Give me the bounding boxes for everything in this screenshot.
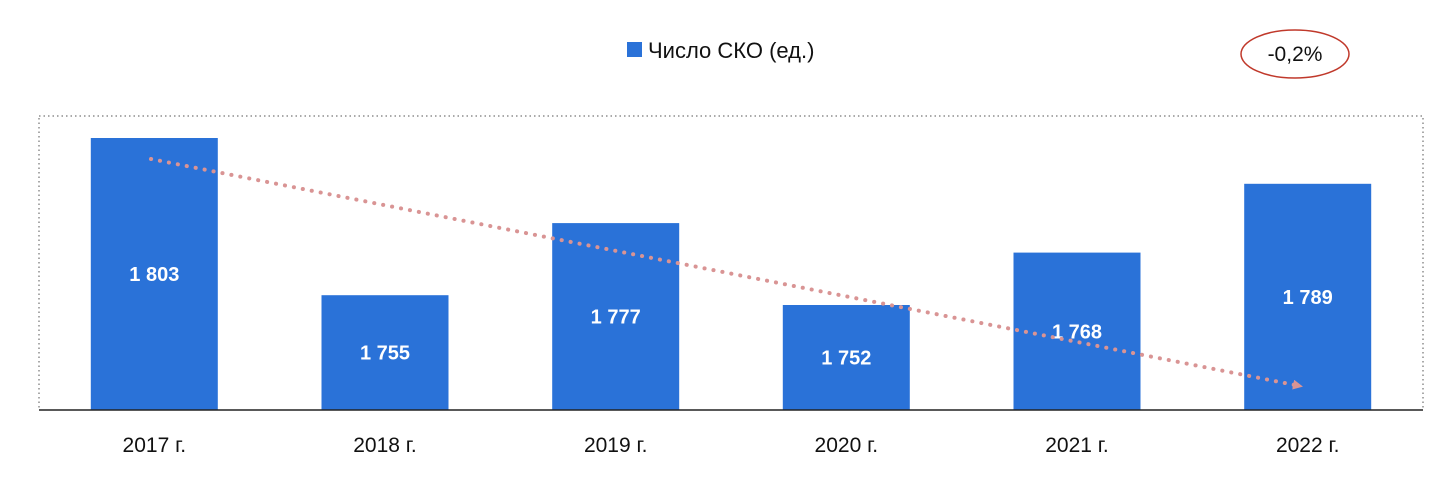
callout-text: -0,2%: [1268, 43, 1323, 66]
x-tick-label: 2017 г.: [123, 434, 186, 457]
data-label: 1 752: [821, 348, 871, 370]
data-label: 1 777: [591, 307, 641, 329]
x-tick-label: 2022 г.: [1276, 434, 1339, 457]
data-label: 1 755: [360, 343, 410, 365]
callout-ellipse: [1240, 29, 1350, 79]
plot-area-border: [38, 115, 1424, 411]
bar: [1013, 252, 1141, 410]
bars: [90, 138, 1372, 410]
bar: [90, 138, 218, 410]
x-axis-ticks: 2017 г. 2018 г. 2019 г. 2020 г. 2021 г. 2022 …: [123, 434, 1340, 457]
data-label: 1 768: [1052, 321, 1102, 343]
bar: [321, 295, 449, 410]
bar: [782, 305, 910, 410]
trend-callout: -0,2%: [1240, 29, 1350, 79]
x-tick-label: 2018 г.: [353, 434, 416, 457]
x-tick-label: 2020 г.: [815, 434, 878, 457]
data-labels: 1 803 1 755 1 777 1 752 1 768 1 789: [129, 264, 1332, 370]
x-tick-label: 2021 г.: [1045, 434, 1108, 457]
bar: [552, 223, 680, 410]
x-tick-label: 2019 г.: [584, 434, 647, 457]
legend-label: Число СКО (ед.): [648, 38, 814, 63]
data-label: 1 789: [1283, 287, 1333, 309]
data-label: 1 803: [129, 264, 179, 286]
legend: Число СКО (ед.): [627, 38, 814, 63]
legend-swatch: [627, 42, 642, 57]
bar: [1244, 183, 1372, 410]
